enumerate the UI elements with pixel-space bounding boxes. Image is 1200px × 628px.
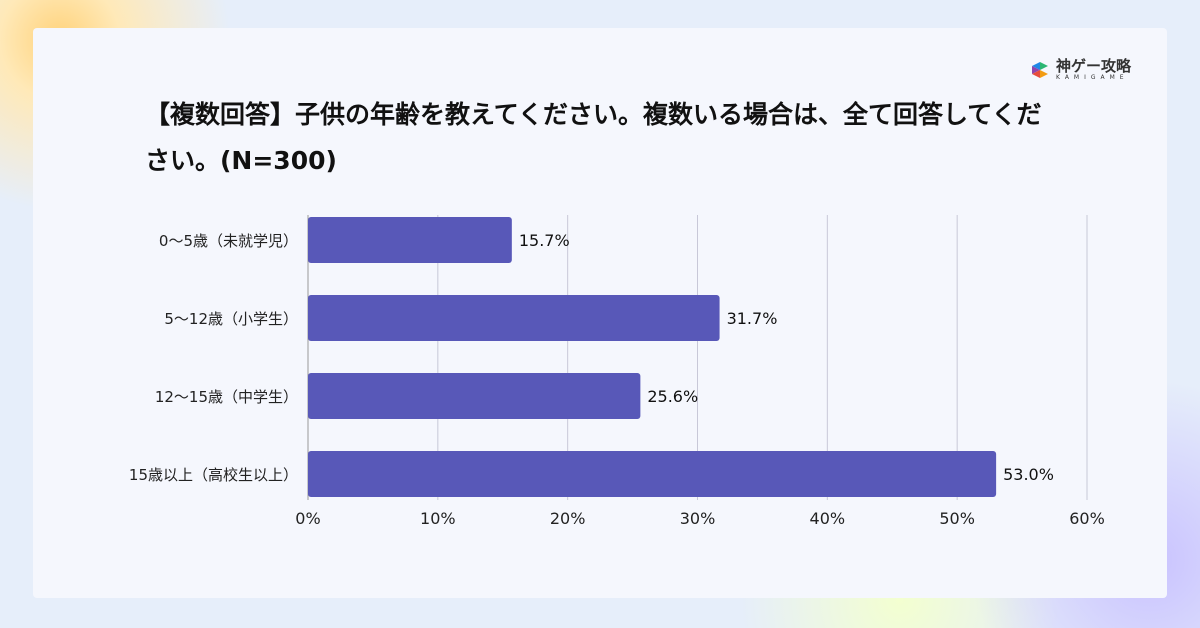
x-tick-label: 0% [295, 509, 320, 528]
logo-name: 神ゲー攻略 [1056, 57, 1132, 75]
bar [308, 451, 997, 497]
x-tick-label: 20% [550, 509, 586, 528]
data-label: 25.6% [647, 387, 698, 406]
x-tick-label: 40% [810, 509, 846, 528]
logo-icon [1032, 61, 1048, 78]
logo-sub: KAMIGAME [1056, 74, 1129, 81]
x-tick-label: 50% [939, 509, 975, 528]
chart-title: 【複数回答】子供の年齢を教えてください。複数いる場合は、全て回答してください。(… [145, 100, 1042, 175]
x-tick-label: 10% [420, 509, 456, 528]
y-category-label: 12〜15歳（中学生） [155, 388, 298, 406]
data-label: 15.7% [519, 231, 570, 250]
y-category-label: 15歳以上（高校生以上） [129, 466, 298, 484]
y-category-label: 0〜5歳（未就学児） [159, 232, 298, 250]
bar [308, 373, 641, 419]
bar [308, 295, 720, 341]
x-tick-label: 30% [680, 509, 716, 528]
data-label: 53.0% [1003, 465, 1054, 484]
x-tick-label: 60% [1069, 509, 1105, 528]
data-label: 31.7% [727, 309, 778, 328]
y-category-label: 5〜12歳（小学生） [164, 310, 298, 328]
logo: 神ゲー攻略 KAMIGAME [1030, 58, 1131, 81]
bar [308, 217, 512, 263]
